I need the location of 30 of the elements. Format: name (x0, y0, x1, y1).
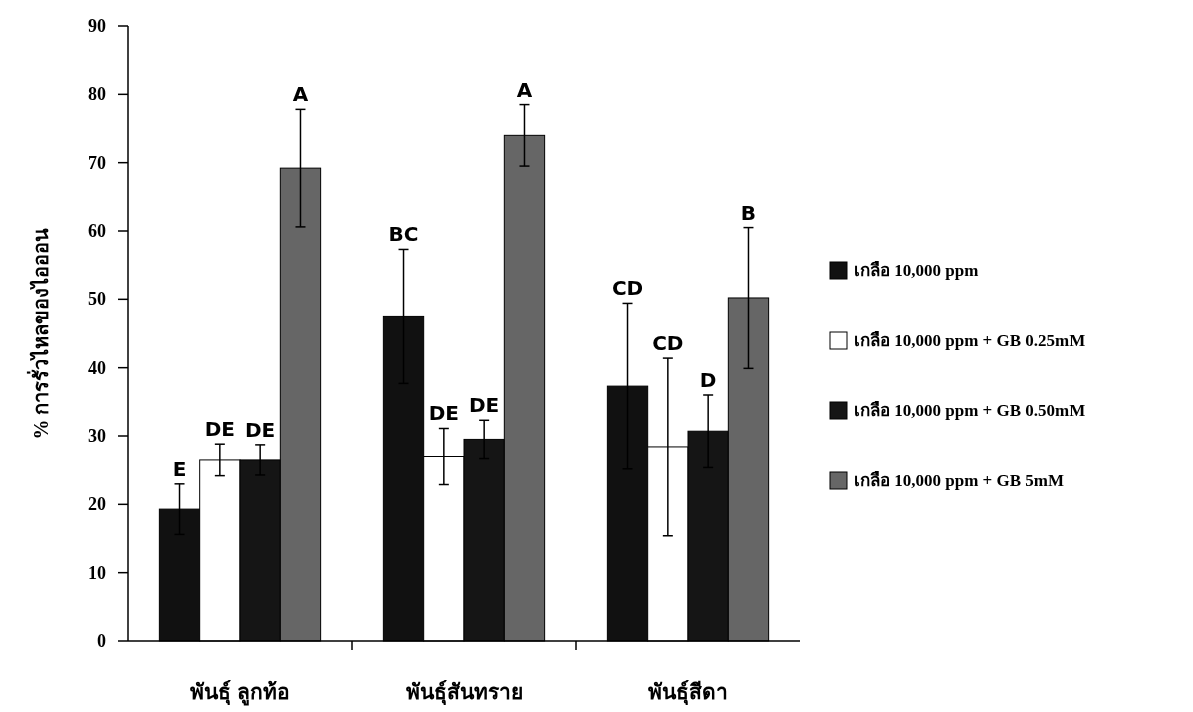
y-tick-label: 70 (88, 152, 106, 173)
annotation: DE (245, 417, 276, 442)
annotation: CD (611, 276, 644, 301)
legend-label: เกลือ 10,000 ppm + GB 0.25mM (854, 330, 1086, 350)
y-axis-title: % การรั่วไหลของไอออน (26, 227, 52, 440)
y-tick-label: 10 (88, 562, 106, 583)
legend-label: เกลือ 10,000 ppm + GB 0.50mM (854, 400, 1086, 420)
annotation: D (699, 368, 717, 392)
annotation: E (172, 456, 187, 481)
y-tick-label: 50 (88, 289, 106, 310)
annotation: DE (204, 417, 235, 442)
y-tick-label: 0 (97, 631, 106, 651)
x-tick-label: พันธุ์สีดา (648, 680, 728, 706)
legend-label: เกลือ 10,000 ppm (854, 260, 979, 280)
annotation: DE (469, 393, 500, 418)
legend-label: เกลือ 10,000 ppm + GB 5mM (854, 470, 1065, 490)
y-tick-label: 30 (88, 426, 106, 446)
annotation: A (516, 77, 533, 102)
x-tick-label: พันธุ์ ลูกท้อ (190, 680, 290, 706)
annotation: CD (652, 331, 684, 356)
annotation: DE (428, 401, 459, 426)
annotation: B (740, 200, 757, 225)
annotation: A (292, 82, 309, 107)
x-tick-label: พันธุ์สันทราย (405, 680, 523, 706)
y-tick-label: 80 (88, 84, 106, 105)
y-tick-label: 90 (88, 16, 106, 36)
y-tick-label: 60 (88, 221, 106, 241)
y-tick-label: 40 (88, 357, 106, 378)
annotation: BC (388, 222, 419, 247)
y-tick-label: 20 (88, 494, 106, 515)
